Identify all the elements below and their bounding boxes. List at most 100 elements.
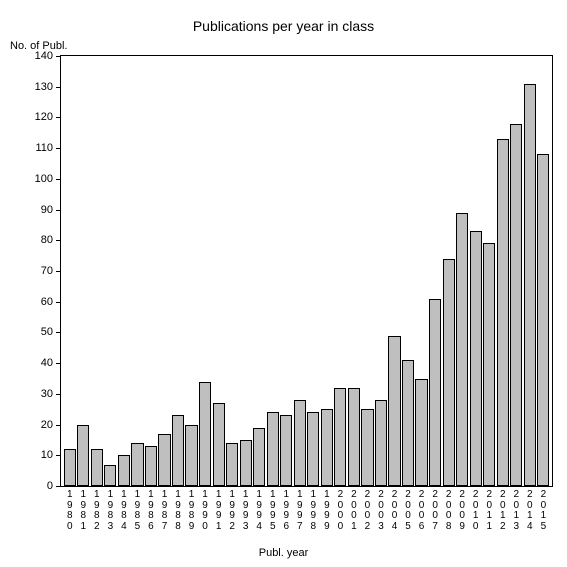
bar (402, 360, 414, 486)
y-tick (56, 363, 61, 364)
bar (497, 139, 509, 486)
y-tick (56, 455, 61, 456)
bar (375, 400, 387, 486)
y-tick (56, 271, 61, 272)
x-tick-label: 1998 (307, 490, 321, 532)
x-tick-label: 1993 (239, 490, 253, 532)
x-tick-label: 1989 (185, 490, 199, 532)
bar-slot (537, 56, 551, 486)
bar-slot (225, 56, 239, 486)
x-tick-label: 1999 (320, 490, 334, 532)
bar (321, 409, 333, 486)
x-tick-label: 1996 (280, 490, 294, 532)
x-tick-label: 1980 (63, 490, 77, 532)
x-tick-label: 1983 (104, 490, 118, 532)
bar-slot (361, 56, 375, 486)
y-tick-label: 0 (47, 480, 53, 492)
y-tick-label: 60 (41, 296, 53, 308)
bar (240, 440, 252, 486)
x-tick-label: 2009 (455, 490, 469, 532)
bar-slot (90, 56, 104, 486)
y-tick (56, 87, 61, 88)
bar (415, 379, 427, 487)
bar (77, 425, 89, 486)
x-tick-label: 2008 (442, 490, 456, 532)
x-tick-label: 2004 (388, 490, 402, 532)
x-tick-label: 2012 (496, 490, 510, 532)
x-tick-label: 1988 (171, 490, 185, 532)
bar-slot (104, 56, 118, 486)
y-tick-label: 140 (35, 50, 53, 62)
bar (388, 336, 400, 487)
bar-slot (415, 56, 429, 486)
bar (456, 213, 468, 486)
x-tick-label: 2005 (401, 490, 415, 532)
x-axis-label: Publ. year (0, 547, 567, 559)
bar-slot (77, 56, 91, 486)
bar (253, 428, 265, 486)
x-tick-label: 1981 (77, 490, 91, 532)
bar-slot (198, 56, 212, 486)
bar (483, 243, 495, 486)
bar-slot (131, 56, 145, 486)
bar (199, 382, 211, 486)
y-tick-label: 70 (41, 265, 53, 277)
bar (145, 446, 157, 486)
bar (226, 443, 238, 486)
bar-slot (374, 56, 388, 486)
x-tick-label: 2013 (510, 490, 524, 532)
bar (510, 124, 522, 486)
bar-slot (523, 56, 537, 486)
bar-slot (293, 56, 307, 486)
bar (429, 299, 441, 486)
bar-slot (469, 56, 483, 486)
y-tick-label: 20 (41, 419, 53, 431)
bar-slot (510, 56, 524, 486)
bar (104, 465, 116, 487)
bar-slot (212, 56, 226, 486)
x-tick-label: 2007 (428, 490, 442, 532)
y-tick (56, 332, 61, 333)
y-tick (56, 179, 61, 180)
bar-slot (307, 56, 321, 486)
y-tick-label: 120 (35, 111, 53, 123)
bar-slot (496, 56, 510, 486)
y-tick-label: 30 (41, 388, 53, 400)
bar-slot (388, 56, 402, 486)
bar-slot (144, 56, 158, 486)
bar (537, 154, 549, 486)
y-tick (56, 56, 61, 57)
bars-group (61, 56, 552, 486)
bar (185, 425, 197, 486)
bar-slot (401, 56, 415, 486)
y-tick (56, 394, 61, 395)
bar-slot (266, 56, 280, 486)
bar-slot (117, 56, 131, 486)
x-tick-label: 2014 (523, 490, 537, 532)
x-tick-label: 1990 (198, 490, 212, 532)
bar-slot (334, 56, 348, 486)
x-tick-label: 2002 (361, 490, 375, 532)
y-tick (56, 425, 61, 426)
x-tick-label: 2001 (347, 490, 361, 532)
x-tick-label: 2000 (334, 490, 348, 532)
x-tick-label: 1995 (266, 490, 280, 532)
bar (470, 231, 482, 486)
x-tick-label: 1992 (225, 490, 239, 532)
bar (118, 455, 130, 486)
y-tick (56, 240, 61, 241)
chart-title: Publications per year in class (0, 18, 567, 34)
y-tick-label: 10 (41, 449, 53, 461)
bar (64, 449, 76, 486)
bar-slot (158, 56, 172, 486)
y-tick-label: 40 (41, 357, 53, 369)
y-tick-label: 50 (41, 326, 53, 338)
x-tick-label: 1986 (144, 490, 158, 532)
x-tick-label: 1985 (131, 490, 145, 532)
plot-area: 1980198119821983198419851986198719881989… (60, 55, 553, 487)
y-tick (56, 148, 61, 149)
y-tick (56, 486, 61, 487)
x-tick-label: 1991 (212, 490, 226, 532)
bar-slot (320, 56, 334, 486)
bar-slot (171, 56, 185, 486)
